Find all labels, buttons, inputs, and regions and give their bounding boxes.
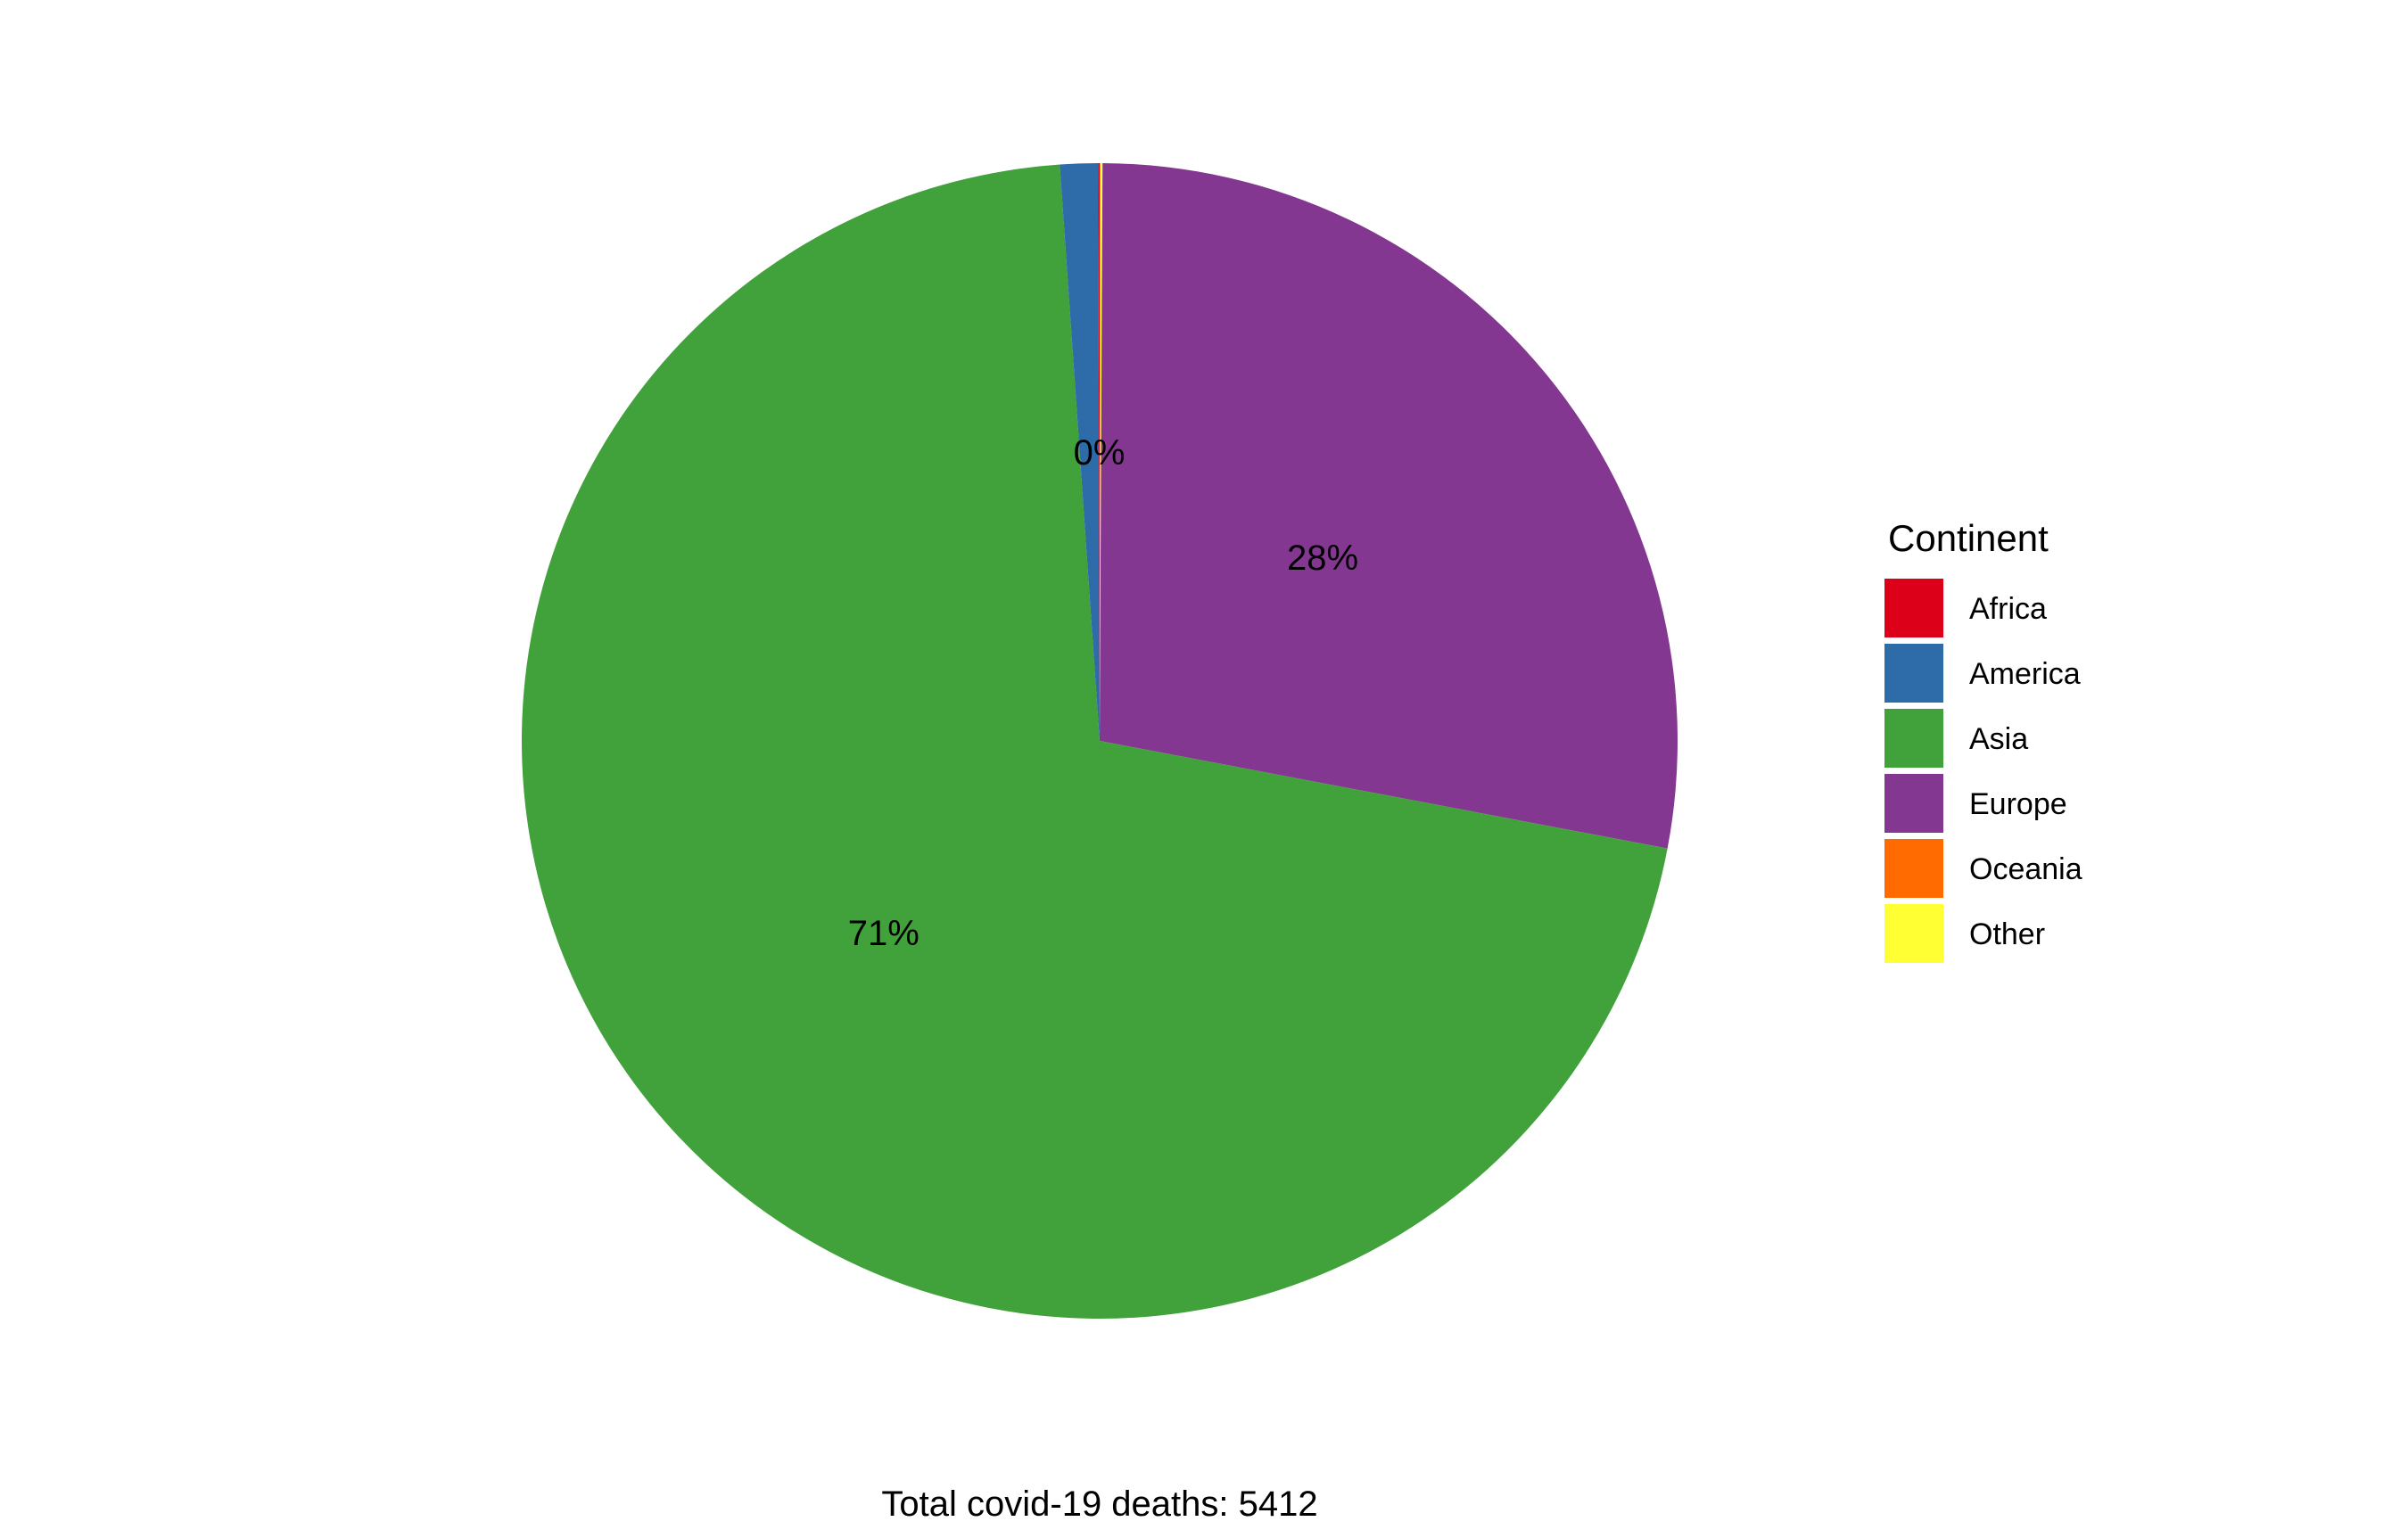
- legend-label-america: America: [1969, 657, 2081, 691]
- pie-slice-africa: [1098, 163, 1100, 741]
- pie-slice-oceania: [1100, 163, 1101, 741]
- legend-swatch-other: [1883, 902, 1945, 965]
- legend: Continent Africa America Asia Europe Oceania…: [1883, 517, 2082, 965]
- legend-label-other: Other: [1969, 917, 2045, 951]
- slice-label-africa: 0%: [1074, 433, 1126, 473]
- legend-swatch-africa: [1883, 577, 1945, 639]
- pie-slice-other: [1100, 163, 1103, 742]
- legend-item-africa: Africa: [1883, 577, 2047, 639]
- slice-label-asia: 71%: [848, 914, 919, 953]
- legend-item-europe: Europe: [1883, 772, 2067, 835]
- legend-item-america: America: [1883, 642, 2081, 704]
- pie-slice-asia: [521, 164, 1668, 1320]
- pie-slices: [521, 163, 1678, 1320]
- legend-swatch-europe: [1883, 772, 1945, 835]
- legend-swatch-america: [1883, 642, 1945, 704]
- legend-item-other: Other: [1883, 902, 2045, 965]
- legend-label-asia: Asia: [1969, 722, 2028, 756]
- legend-swatch-asia: [1883, 707, 1945, 769]
- legend-item-oceania: Oceania: [1883, 837, 2082, 900]
- pie-slice-europe: [1100, 163, 1678, 849]
- legend-item-asia: Asia: [1883, 707, 2028, 769]
- legend-label-africa: Africa: [1969, 592, 2047, 626]
- chart-caption: Total covid-19 deaths: 5412: [881, 1485, 1317, 1524]
- legend-swatch-oceania: [1883, 837, 1945, 900]
- legend-title: Continent: [1888, 517, 2049, 559]
- legend-items: Africa America Asia Europe Oceania Other: [1883, 577, 2082, 965]
- slice-labels: 28% 71% 0%: [848, 433, 1358, 953]
- legend-label-europe: Europe: [1969, 787, 2067, 821]
- legend-label-oceania: Oceania: [1969, 852, 2082, 886]
- slice-label-europe: 28%: [1287, 539, 1358, 578]
- pie-slice-america: [1060, 163, 1100, 741]
